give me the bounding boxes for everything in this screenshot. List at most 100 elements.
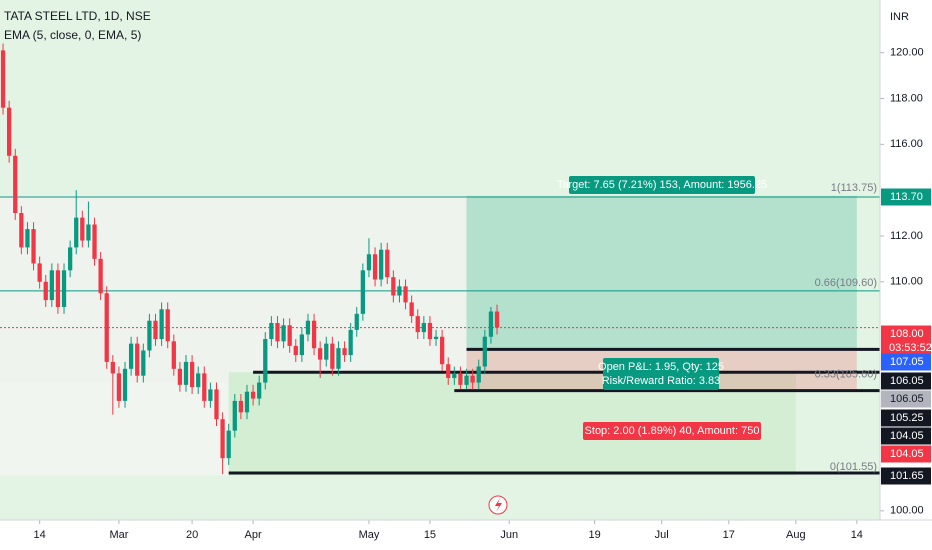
candle-body xyxy=(128,343,134,369)
candle-body xyxy=(226,430,231,459)
x-tick-label: 17 xyxy=(723,529,735,541)
candle-body xyxy=(311,320,317,349)
target-zone xyxy=(466,195,857,350)
candle-body xyxy=(244,391,250,413)
candle-body xyxy=(80,217,85,241)
candle-body xyxy=(220,419,225,459)
indicator-legend: EMA (5, close, 0, EMA, 5) xyxy=(4,28,141,42)
candle-body xyxy=(49,270,54,301)
candle-body xyxy=(61,270,67,307)
target-label-box xyxy=(569,176,755,194)
candle-body xyxy=(135,343,140,376)
candle-body xyxy=(379,249,384,280)
y-tick-label: 100.00 xyxy=(890,505,924,517)
stop-label: Stop: 2.00 (1.89%) 40, Amount: 750 xyxy=(585,425,760,437)
candle-body xyxy=(177,368,183,385)
price-tag xyxy=(881,325,931,358)
candle-body xyxy=(470,375,475,383)
candle-body xyxy=(440,336,445,365)
price-tag-label: 106.05 xyxy=(890,393,924,405)
candle-body xyxy=(43,281,48,301)
x-tick-label: Jul xyxy=(655,529,669,541)
candle-body xyxy=(427,322,433,340)
marks-layer: 1(113.75) 0.66(109.60) 0.33(105.60) 0(101.5… xyxy=(0,43,884,524)
candle-body xyxy=(250,391,256,399)
candle-body xyxy=(31,229,36,264)
candle-body xyxy=(318,348,323,360)
candle-body xyxy=(147,320,152,351)
candle-body xyxy=(122,368,128,401)
price-tag xyxy=(881,427,931,445)
x-tick-label: 14 xyxy=(34,529,46,541)
candle-body xyxy=(67,247,73,271)
candle-body xyxy=(37,263,42,282)
chart-title: TATA STEEL LTD, 1D, NSE xyxy=(4,9,151,23)
candle-body xyxy=(366,254,372,271)
candle-body xyxy=(19,213,24,248)
candle-body xyxy=(165,309,170,342)
candle-body xyxy=(110,361,115,374)
price-tag xyxy=(881,188,931,206)
candle-body xyxy=(159,309,164,340)
candle-body xyxy=(196,373,201,388)
candle-body xyxy=(299,334,305,356)
y-tick-label: 116.00 xyxy=(890,138,923,150)
candle-body xyxy=(482,336,487,367)
price-tag xyxy=(881,353,931,371)
x-tick-label: 20 xyxy=(186,529,198,541)
price-tag-label: 104.05 xyxy=(890,448,924,460)
candle-body xyxy=(13,155,18,214)
event-icon-bolt xyxy=(495,498,502,512)
candle-body xyxy=(287,325,292,346)
zone xyxy=(0,195,467,383)
x-tick-label: May xyxy=(359,529,380,541)
fib-label: 0.33(105.60) xyxy=(815,368,877,380)
candle-body xyxy=(324,343,329,360)
fib-label: 0.66(109.60) xyxy=(815,277,877,289)
price-tag-label: 107.05 xyxy=(890,356,924,368)
candle-body xyxy=(263,339,268,383)
candle-body xyxy=(336,348,341,369)
candle-body xyxy=(421,322,426,333)
candle-body xyxy=(275,322,280,342)
candle-body xyxy=(25,229,30,248)
x-tick-label: Aug xyxy=(786,529,806,541)
candle-body xyxy=(269,322,274,340)
target-label: Target: 7.65 (7.21%) 153, Amount: 1956.2… xyxy=(557,179,767,191)
price-tag xyxy=(881,390,931,408)
stop-label-box xyxy=(583,422,761,440)
candle-body xyxy=(391,277,396,296)
candle-body xyxy=(397,286,402,296)
candle-body xyxy=(403,286,408,303)
price-tag-label: 106.05 xyxy=(890,375,924,387)
candle-body xyxy=(141,350,146,376)
candle-body xyxy=(293,345,298,356)
candle-body xyxy=(372,254,378,280)
candle-body xyxy=(214,389,219,420)
candle-body xyxy=(452,373,457,378)
x-tick-label: 15 xyxy=(424,529,436,541)
x-tick-label: Apr xyxy=(245,529,262,541)
candle-body xyxy=(494,311,500,328)
price-tag-label: 108.00 xyxy=(890,328,924,340)
pnl-label: Open P&L: 1.95, Qty: 125 xyxy=(598,361,724,373)
price-tag xyxy=(881,445,931,463)
y-tick-label: 118.00 xyxy=(890,92,923,104)
candle-body xyxy=(208,389,213,401)
axis-unit: INR xyxy=(890,11,909,23)
candle-body xyxy=(232,400,237,431)
fib-label: 0(101.55) xyxy=(830,461,877,473)
price-tag-label: 104.05 xyxy=(890,430,924,442)
x-tick-label: Jun xyxy=(500,529,518,541)
candle-body xyxy=(202,373,207,401)
candle-body xyxy=(189,361,195,388)
candle-body xyxy=(104,293,109,362)
x-tick-label: 14 xyxy=(851,529,863,541)
candle-body xyxy=(360,270,365,314)
y-tick-label: 120.00 xyxy=(890,47,924,59)
x-tick-label: 19 xyxy=(588,529,600,541)
candle-body xyxy=(458,373,463,385)
candle-body xyxy=(330,343,335,369)
candle-body xyxy=(238,400,244,413)
candle-body xyxy=(171,341,176,369)
